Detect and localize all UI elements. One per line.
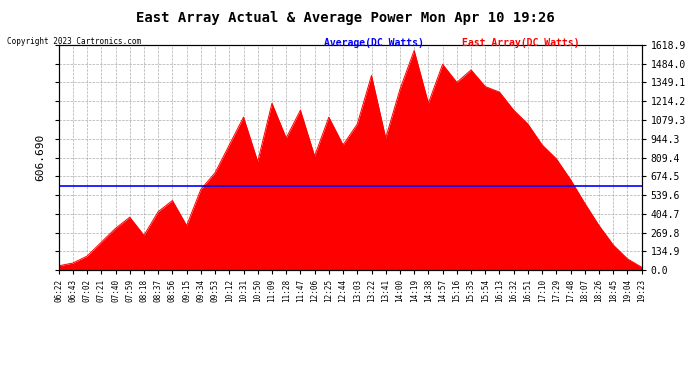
Text: East Array Actual & Average Power Mon Apr 10 19:26: East Array Actual & Average Power Mon Ap… [136,11,554,25]
Text: East Array(DC Watts): East Array(DC Watts) [462,38,580,48]
Y-axis label: 606.690: 606.690 [35,134,46,181]
Text: Average(DC Watts): Average(DC Watts) [324,38,424,48]
Text: Copyright 2023 Cartronics.com: Copyright 2023 Cartronics.com [7,38,141,46]
